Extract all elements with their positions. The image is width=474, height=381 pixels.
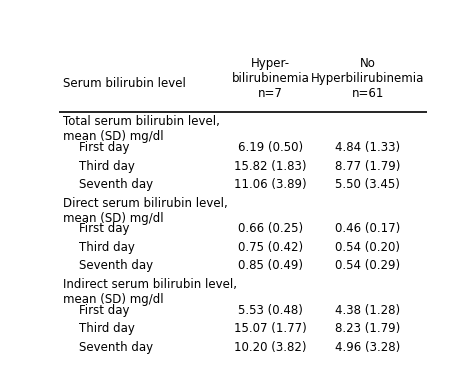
Text: 0.46 (0.17): 0.46 (0.17)	[335, 223, 401, 235]
Text: 5.53 (0.48): 5.53 (0.48)	[238, 304, 303, 317]
Text: 4.38 (1.28): 4.38 (1.28)	[335, 304, 401, 317]
Text: Third day: Third day	[80, 322, 136, 335]
Text: Serum bilirubin level: Serum bilirubin level	[63, 77, 186, 90]
Text: 4.96 (3.28): 4.96 (3.28)	[335, 341, 401, 354]
Text: Third day: Third day	[80, 241, 136, 254]
Text: 0.85 (0.49): 0.85 (0.49)	[238, 259, 303, 272]
Text: No
Hyperbilirubinemia
n=61: No Hyperbilirubinemia n=61	[311, 58, 425, 101]
Text: 15.82 (1.83): 15.82 (1.83)	[234, 160, 307, 173]
Text: First day: First day	[80, 141, 130, 154]
Text: 15.07 (1.77): 15.07 (1.77)	[234, 322, 307, 335]
Text: First day: First day	[80, 223, 130, 235]
Text: Seventh day: Seventh day	[80, 259, 154, 272]
Text: Total serum bilirubin level,
mean (SD) mg/dl: Total serum bilirubin level, mean (SD) m…	[63, 115, 220, 143]
Text: Seventh day: Seventh day	[80, 178, 154, 191]
Text: 5.50 (3.45): 5.50 (3.45)	[336, 178, 400, 191]
Text: 8.23 (1.79): 8.23 (1.79)	[335, 322, 401, 335]
Text: 0.66 (0.25): 0.66 (0.25)	[238, 223, 303, 235]
Text: Direct serum bilirubin level,
mean (SD) mg/dl: Direct serum bilirubin level, mean (SD) …	[63, 197, 228, 224]
Text: 4.84 (1.33): 4.84 (1.33)	[335, 141, 401, 154]
Text: Seventh day: Seventh day	[80, 341, 154, 354]
Text: Third day: Third day	[80, 160, 136, 173]
Text: 6.19 (0.50): 6.19 (0.50)	[238, 141, 303, 154]
Text: 0.54 (0.20): 0.54 (0.20)	[335, 241, 401, 254]
Text: 10.20 (3.82): 10.20 (3.82)	[234, 341, 307, 354]
Text: Indirect serum bilirubin level,
mean (SD) mg/dl: Indirect serum bilirubin level, mean (SD…	[63, 278, 237, 306]
Text: 0.75 (0.42): 0.75 (0.42)	[238, 241, 303, 254]
Text: Hyper-
bilirubinemia
n=7: Hyper- bilirubinemia n=7	[231, 58, 310, 101]
Text: First day: First day	[80, 304, 130, 317]
Text: 0.54 (0.29): 0.54 (0.29)	[335, 259, 401, 272]
Text: 8.77 (1.79): 8.77 (1.79)	[335, 160, 401, 173]
Text: 11.06 (3.89): 11.06 (3.89)	[234, 178, 307, 191]
